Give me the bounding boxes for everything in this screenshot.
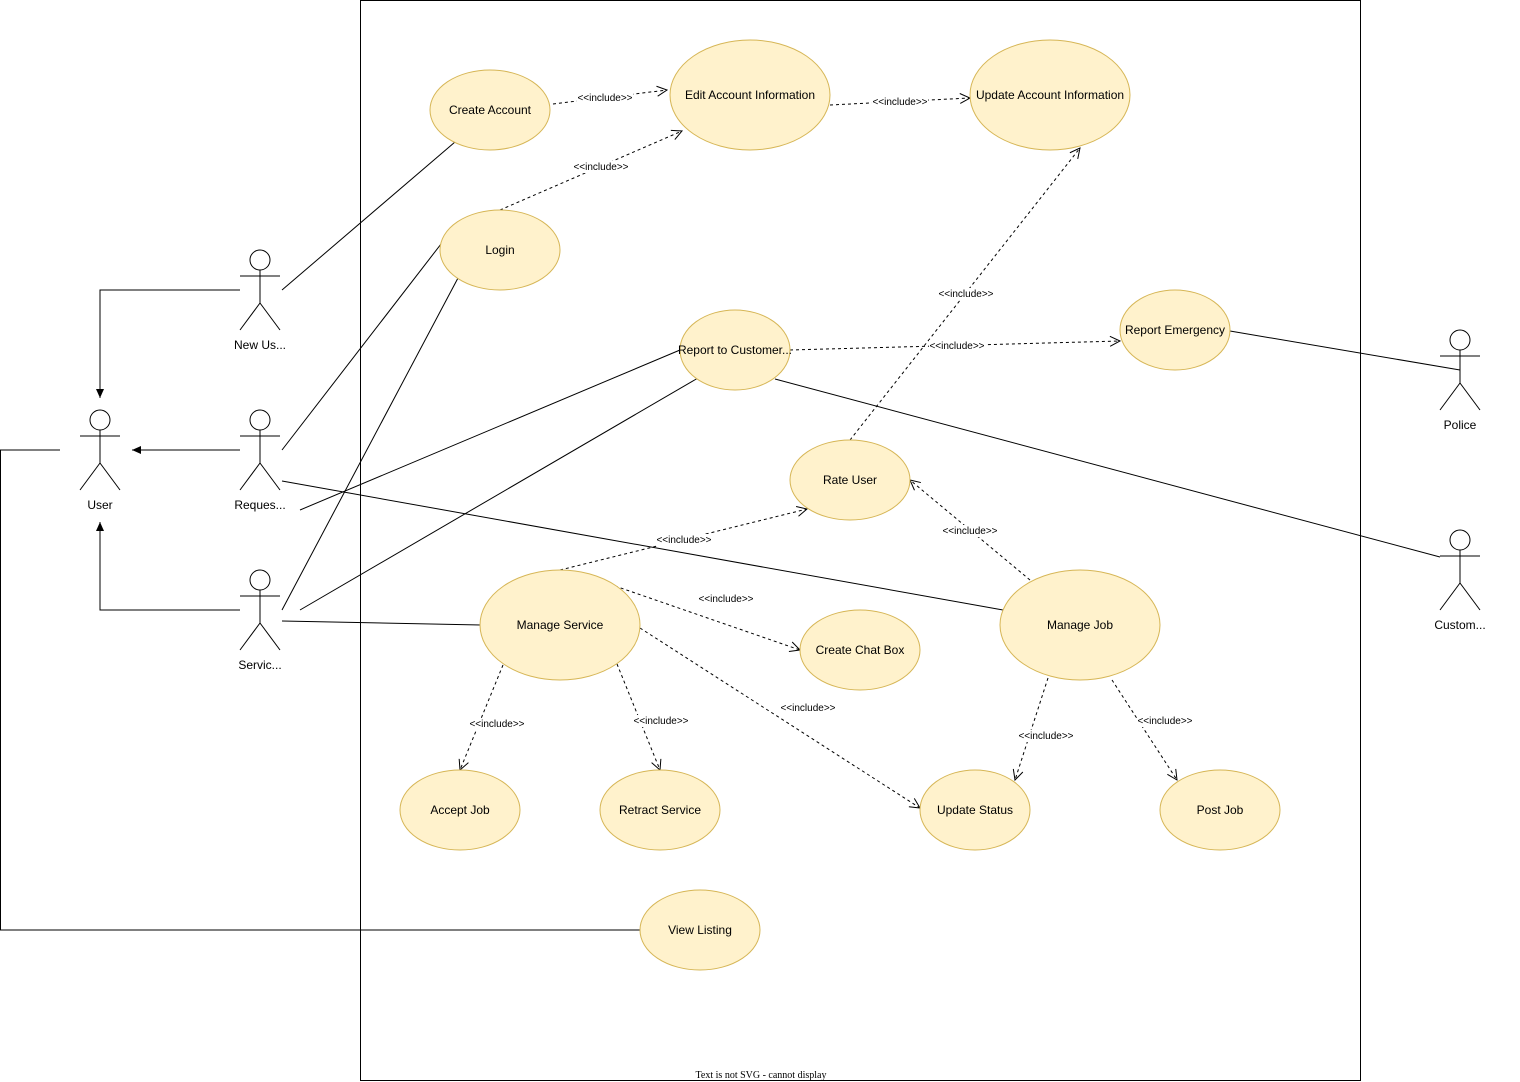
- use-case-view-listing[interactable]: View Listing: [639, 889, 761, 971]
- use-case-manage-service[interactable]: Manage Service: [479, 569, 641, 681]
- generalization-service-provider-to-user: [96, 522, 240, 611]
- association-user-view-listing: [0, 449, 640, 931]
- use-case-label: Report Emergency: [1125, 323, 1225, 337]
- include-manage-service-update-status: [639, 627, 920, 808]
- use-case-label: Manage Job: [1047, 618, 1113, 632]
- include-manage-service-chat-box: [614, 585, 800, 650]
- include-label-background: [780, 702, 836, 714]
- association-service-provider-login: [281, 277, 459, 611]
- actor-label: User: [87, 498, 112, 512]
- actor-police[interactable]: Police: [1439, 329, 1481, 432]
- system-boundary: [360, 0, 1361, 1081]
- use-case-report-emergency[interactable]: Report Emergency: [1119, 289, 1231, 371]
- include-label: <<include>>: [938, 289, 993, 300]
- association-requester-report-to-customer: [299, 349, 681, 511]
- use-case-label: Post Job: [1197, 803, 1244, 817]
- include-label: <<include>>: [872, 97, 927, 108]
- actor-customer[interactable]: Custom...: [1434, 529, 1486, 632]
- use-case-edit-account-information[interactable]: Edit Account Information: [669, 39, 831, 151]
- include-label: <<include>>: [1137, 716, 1192, 727]
- association-service-provider-manage-service: [281, 620, 482, 626]
- include-manage-service-accept-job: [460, 664, 504, 770]
- use-case-report-to-customer[interactable]: Report to Customer...: [678, 309, 792, 391]
- include-label: <<include>>: [1018, 731, 1073, 742]
- include-label: <<include>>: [929, 341, 984, 352]
- use-case-label: Login: [485, 243, 514, 257]
- use-case-label: Retract Service: [619, 803, 701, 817]
- include-label: <<include>>: [656, 535, 711, 546]
- include-manage-service-retract: [616, 663, 660, 770]
- use-case-label: Edit Account Information: [685, 88, 815, 102]
- actor-label: New Us...: [234, 338, 286, 352]
- include-label: <<include>>: [942, 526, 997, 537]
- use-case-login[interactable]: Login: [439, 209, 561, 291]
- include-label-background: [573, 161, 629, 173]
- use-case-label: Create Account: [449, 103, 532, 117]
- use-case-label: Update Account Information: [976, 88, 1124, 102]
- include-manage-job-post-job: [1111, 679, 1177, 780]
- include-label-background: [469, 718, 525, 730]
- association-report-emergency-police: [1229, 330, 1461, 371]
- use-case-label: Rate User: [823, 473, 877, 487]
- use-case-create-chat-box[interactable]: Create Chat Box: [799, 609, 921, 691]
- use-case-label: Manage Service: [517, 618, 604, 632]
- include-rate-user-update: [849, 148, 1080, 441]
- use-case-post-job[interactable]: Post Job: [1159, 769, 1281, 851]
- actor-label: Servic...: [238, 658, 281, 672]
- association-requester-manage-job: [281, 480, 1004, 611]
- include-label: <<include>>: [698, 594, 753, 605]
- include-label-background: [942, 525, 998, 537]
- use-case-create-account[interactable]: Create Account: [429, 69, 551, 151]
- actor-label: Custom...: [1434, 618, 1485, 632]
- include-label-background: [872, 96, 928, 108]
- include-label: <<include>>: [577, 93, 632, 104]
- include-label-background: [698, 593, 754, 605]
- include-label-background: [938, 288, 994, 300]
- include-label: <<include>>: [573, 162, 628, 173]
- include-label: <<include>>: [469, 719, 524, 730]
- use-case-label: View Listing: [668, 923, 732, 937]
- svg-fallback-note: Text is not SVG - cannot display: [696, 1070, 827, 1081]
- include-label-background: [656, 534, 712, 546]
- use-case-accept-job[interactable]: Accept Job: [399, 769, 521, 851]
- use-case-rate-user[interactable]: Rate User: [789, 439, 911, 521]
- include-label-background: [1137, 715, 1193, 727]
- include-report-to-customer-emergency: [789, 341, 1120, 351]
- actor-service-provider[interactable]: Servic...: [238, 569, 282, 672]
- include-label-background: [633, 715, 689, 727]
- association-service-provider-report-to-customer: [299, 377, 699, 611]
- association-new-user-create-account: [281, 141, 456, 291]
- use-case-label: Accept Job: [430, 803, 490, 817]
- include-manage-job-update-status: [1015, 677, 1049, 780]
- include-edit-update: [829, 98, 970, 106]
- actor-new-user[interactable]: New Us...: [234, 249, 286, 352]
- include-label-background: [577, 92, 633, 104]
- use-case-label: Create Chat Box: [816, 643, 905, 657]
- association-requester-login: [281, 221, 459, 451]
- actor-user[interactable]: User: [79, 409, 121, 512]
- actor-requester[interactable]: Reques...: [234, 409, 286, 512]
- include-label: <<include>>: [633, 716, 688, 727]
- include-create-account-edit: [552, 90, 667, 105]
- use-case-label: Update Status: [937, 803, 1013, 817]
- use-case-label: Report to Customer...: [678, 343, 792, 357]
- association-report-to-customer-customer: [774, 378, 1441, 558]
- include-label-background: [929, 340, 985, 352]
- use-case-manage-job[interactable]: Manage Job: [999, 569, 1161, 681]
- use-case-update-status[interactable]: Update Status: [919, 769, 1031, 851]
- actor-label: Reques...: [234, 498, 285, 512]
- generalization-new-user-to-user: [96, 289, 240, 398]
- include-label: <<include>>: [780, 703, 835, 714]
- use-case-update-account-information[interactable]: Update Account Information: [969, 39, 1131, 151]
- actor-label: Police: [1444, 418, 1477, 432]
- use-case-retract-service[interactable]: Retract Service: [599, 769, 721, 851]
- include-label-background: [1018, 730, 1074, 742]
- include-labels: <<include>> <<include>> <<include>> <<inclu…: [469, 92, 1193, 742]
